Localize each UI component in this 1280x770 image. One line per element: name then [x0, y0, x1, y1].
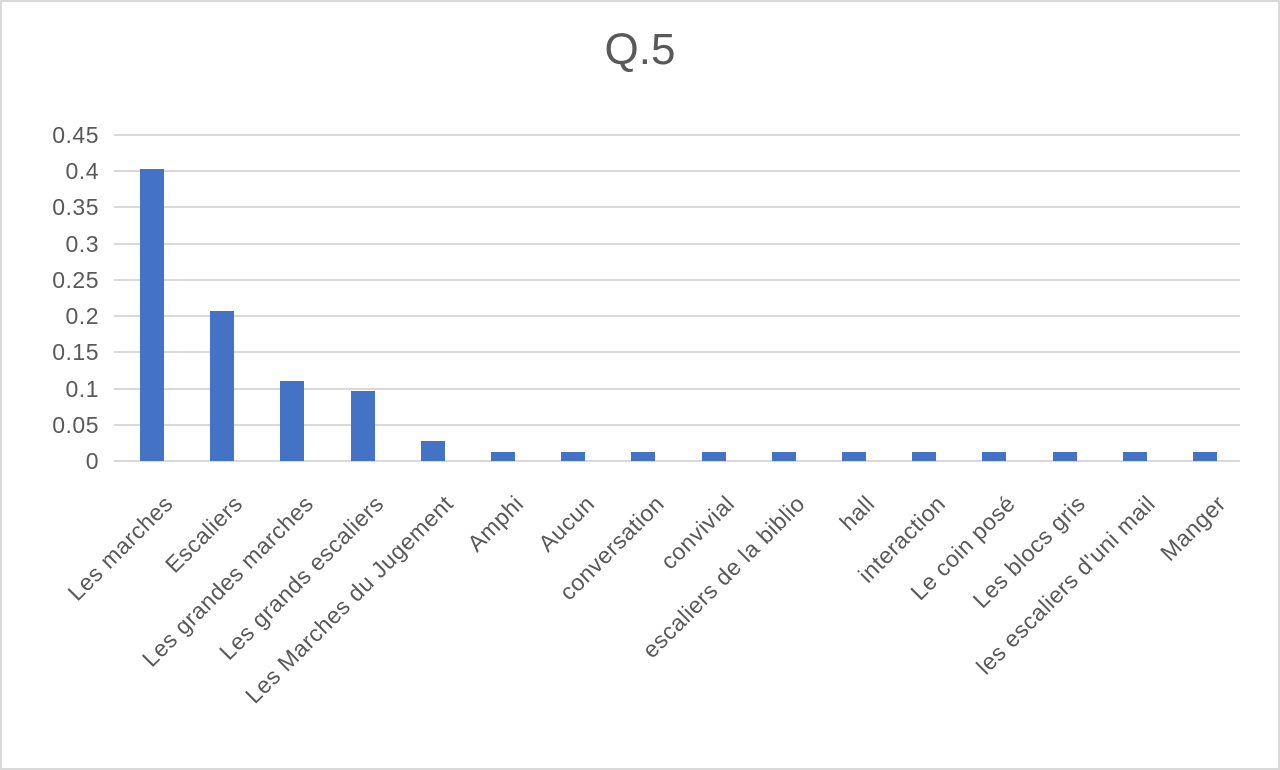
y-axis: 0 0.05 0.1 0.15 0.2 0.25 0.3 0.35 0.4 0.45 — [2, 2, 99, 768]
gridline — [114, 206, 1240, 209]
bar — [420, 441, 445, 461]
bar — [1122, 451, 1147, 461]
x-axis: Les marches Escaliers Les grandes marches L… — [62, 490, 1240, 768]
gridline — [114, 315, 1240, 318]
gridline — [114, 460, 1240, 462]
bar — [210, 311, 235, 461]
plot-area — [114, 134, 1240, 462]
bar — [1052, 451, 1077, 461]
bar — [912, 451, 937, 461]
x-axis-category-label: Manger — [1154, 490, 1231, 566]
y-axis-tick-label: 0.1 — [65, 375, 99, 402]
x-axis-category-label: hall — [834, 490, 880, 536]
gridline — [114, 423, 1240, 426]
bar — [631, 451, 656, 461]
y-axis-tick-label: 0.05 — [52, 411, 99, 438]
y-axis-tick-label: 0 — [85, 448, 99, 474]
x-axis-category-label: Aucun — [532, 490, 599, 557]
bar — [561, 451, 586, 461]
bar — [140, 169, 165, 461]
gridline — [114, 351, 1240, 354]
bar — [701, 451, 726, 461]
bar — [982, 451, 1007, 461]
x-axis-category-label: Amphi — [462, 490, 529, 557]
gridline — [114, 387, 1240, 390]
gridline — [114, 278, 1240, 281]
y-axis-tick-label: 0.45 — [52, 122, 99, 148]
gridline — [114, 170, 1240, 173]
y-axis-tick-label: 0.4 — [65, 158, 99, 185]
bar — [1192, 451, 1217, 461]
bar — [280, 381, 305, 461]
bar — [771, 451, 796, 461]
y-axis-tick-label: 0.25 — [52, 266, 99, 293]
y-axis-tick-label: 0.35 — [52, 194, 99, 221]
y-axis-tick-label: 0.3 — [65, 230, 99, 257]
chart-title: Q.5 — [604, 25, 676, 74]
bar — [841, 451, 866, 461]
gridline — [114, 134, 1240, 136]
gridline — [114, 242, 1240, 245]
y-axis-tick-label: 0.15 — [52, 339, 99, 366]
y-axis-tick-label: 0.2 — [65, 303, 99, 330]
bar — [491, 451, 516, 461]
bar — [350, 391, 375, 461]
